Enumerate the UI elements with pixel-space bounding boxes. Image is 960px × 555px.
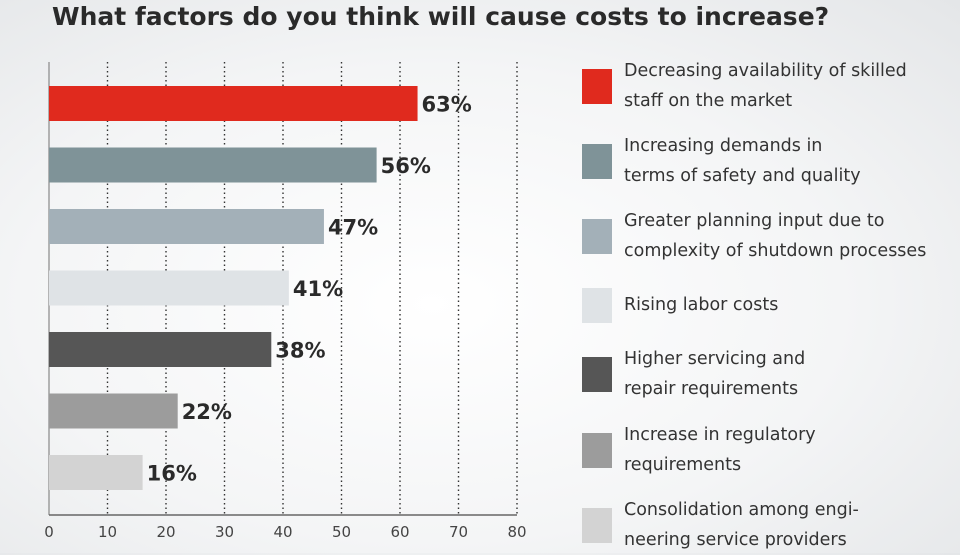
- x-tick-label: 30: [215, 523, 234, 541]
- legend-item: Greater planning input due to complexity…: [582, 206, 926, 266]
- x-axis-ticks: 0 10 20 30 40 50 60 70 80: [44, 523, 526, 541]
- bar: [49, 209, 324, 244]
- legend-label: Greater planning input due to complexity…: [624, 211, 927, 261]
- bar: [49, 147, 377, 183]
- bar: [49, 393, 178, 429]
- legend-swatch: [582, 68, 612, 104]
- bar: [49, 86, 418, 121]
- x-tick-label: 80: [507, 523, 526, 541]
- bar: [49, 332, 272, 367]
- legend-label: Consolidation among engi- neering servic…: [624, 500, 859, 550]
- bar-value-label: 63%: [422, 93, 472, 117]
- legend-item: Increasing demands in terms of safety an…: [582, 131, 861, 191]
- x-tick-label: 70: [449, 523, 468, 541]
- legend-label: Decreasing availability of skilled staff…: [624, 61, 907, 111]
- legend-item: Decreasing availability of skilled staff…: [582, 56, 907, 116]
- legend: Decreasing availability of skilled staff…: [582, 0, 957, 553]
- x-tick-label: 60: [390, 523, 409, 541]
- bar: [49, 455, 143, 490]
- bar-value-label: 41%: [293, 277, 343, 301]
- legend-swatch: [582, 507, 612, 543]
- bars: [49, 86, 418, 490]
- legend-swatch: [582, 287, 612, 323]
- legend-swatch: [582, 432, 612, 468]
- x-tick-label: 50: [332, 523, 351, 541]
- legend-label: Higher servicing and repair requirements: [624, 349, 806, 399]
- bar-value-label: 47%: [328, 216, 378, 240]
- x-tick-label: 20: [156, 523, 175, 541]
- legend-label: Rising labor costs: [624, 295, 779, 315]
- bar-value-label: 38%: [275, 339, 325, 363]
- x-tick-label: 40: [273, 523, 292, 541]
- bar-value-label: 56%: [381, 154, 431, 178]
- legend-item: Rising labor costs: [582, 275, 778, 335]
- bar: [49, 270, 289, 306]
- bar-value-label: 16%: [147, 462, 197, 486]
- legend-swatch: [582, 356, 612, 392]
- bar-chart: 63% 56% 47% 41% 38% 22% 16% 0 10 20 30 40 50 60 70 80: [44, 62, 527, 541]
- bar-value-label: 22%: [182, 400, 232, 424]
- legend-label: Increase in regulatory requirements: [624, 425, 816, 475]
- chart-title: What factors do you think will cause cos…: [52, 2, 830, 31]
- value-labels: 63% 56% 47% 41% 38% 22% 16%: [147, 93, 472, 486]
- legend-item: Consolidation among engi- neering servic…: [582, 495, 859, 555]
- legend-item: Higher servicing and repair requirements: [582, 344, 805, 404]
- legend-item: Increase in regulatory requirements: [582, 420, 816, 480]
- x-tick-label: 0: [44, 523, 54, 541]
- legend-swatch: [582, 143, 612, 179]
- legend-swatch: [582, 218, 612, 254]
- x-tick-label: 10: [98, 523, 117, 541]
- legend-label: Increasing demands in terms of safety an…: [624, 136, 861, 186]
